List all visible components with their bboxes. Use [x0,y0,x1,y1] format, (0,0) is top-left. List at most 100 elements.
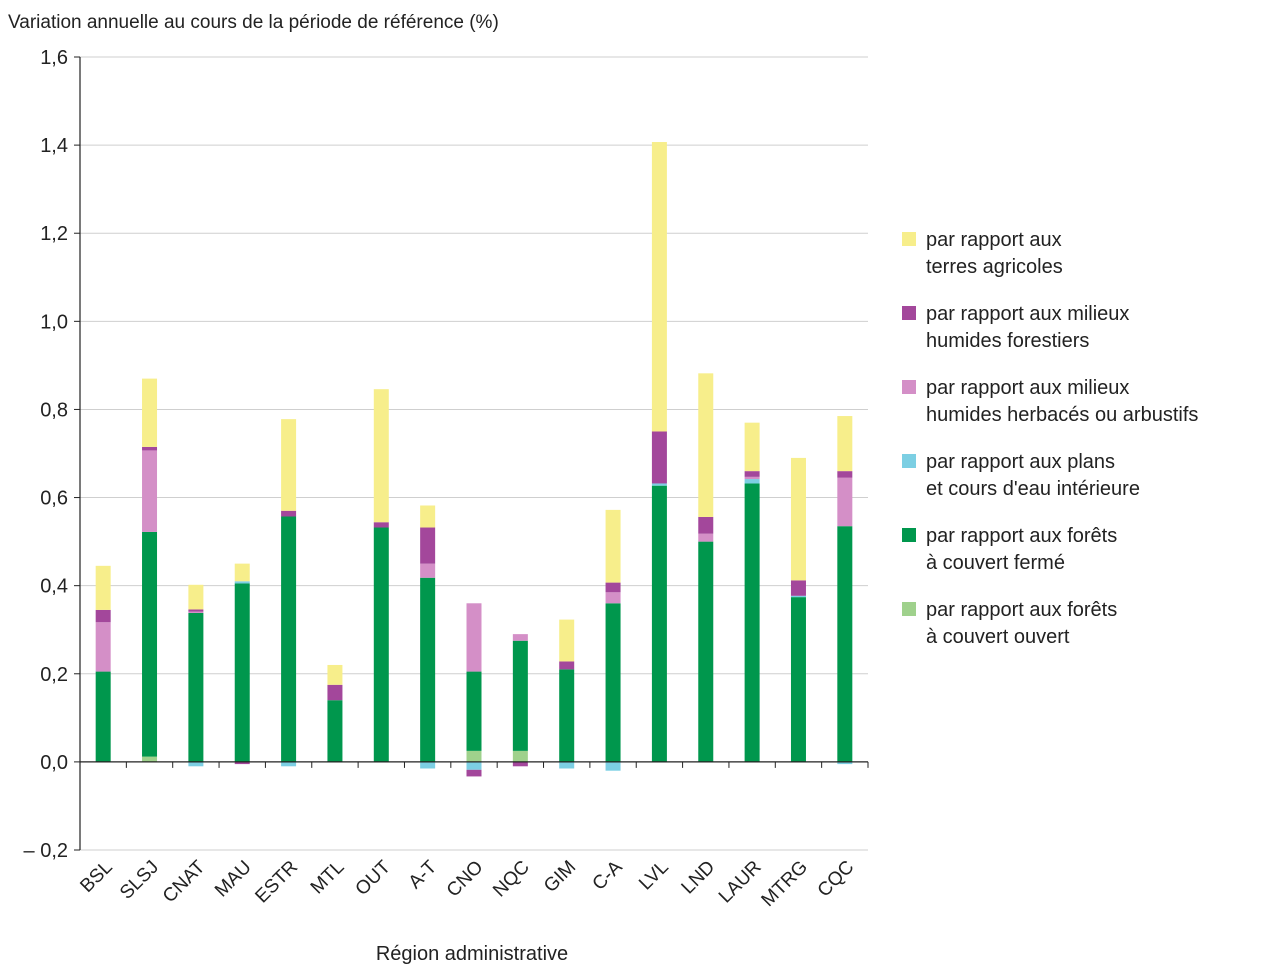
legend-swatch [902,602,916,616]
bar-segment [559,669,575,762]
bar-segment [142,378,158,447]
x-tick-label: LND [678,857,720,899]
bar-segment [281,510,297,517]
legend-label: humides forestiers [926,330,1089,352]
x-tick-label: LAUR [715,857,766,908]
bar-segment [281,761,297,767]
bar-segment [466,603,482,672]
bar-segment [142,531,158,757]
bar-segment [420,563,436,578]
y-tick-label: 0,8 [40,399,68,421]
bar-segment [744,422,760,472]
bar-segment [698,373,714,517]
bar-segment [744,483,760,762]
bar-segment [744,476,760,480]
bar-segment [188,612,204,762]
bar-segment [837,477,853,527]
y-tick-label: 0,6 [40,488,68,510]
bar-segment [512,761,528,767]
bar-segment [327,664,343,685]
bar-segment [837,761,853,765]
bar-segment [281,516,297,762]
bar-segment [234,583,250,762]
grid-layer [80,56,868,851]
legend-swatch [902,232,916,246]
bar-segment [837,526,853,762]
bar-segment [559,761,575,769]
y-tick-label: 0,0 [40,752,68,774]
legend-label: par rapport aux plans [926,451,1115,473]
x-tick-label: ESTR [251,857,302,908]
bar-segment [327,684,343,701]
bar-segment [790,457,806,581]
legend-label: et cours d'eau intérieure [926,478,1140,500]
x-tick-label: MTL [307,857,349,899]
legend-swatch [902,528,916,542]
bar-segment [281,419,297,511]
bar-segment [420,761,436,769]
y-tick-label: 1,0 [40,311,68,333]
bar-segment [512,634,528,641]
bar-segment [420,527,436,564]
bar-segment [698,516,714,534]
x-tick-label: CNO [443,857,488,902]
legend-label: humides herbacés ou arbustifs [926,404,1198,426]
x-tick-label: OUT [352,856,395,899]
x-tick-label: A-T [405,856,442,893]
bar-segment [790,597,806,762]
bar-segment [234,581,250,584]
y-tick-label: 1,6 [40,47,68,69]
bar-segment [95,609,111,623]
legend-label: par rapport aux forêts [926,599,1117,621]
bar-segment [698,541,714,762]
legend-swatch [902,306,916,320]
bar-segment [837,471,853,478]
bar-segment [142,446,158,451]
x-tick-label: GIM [540,857,580,897]
bar-segment [605,603,621,762]
x-tick-label: MTRG [758,857,812,911]
bar-segment [466,769,482,777]
bar-segment [651,431,667,484]
legend-swatch [902,454,916,468]
legend-swatch [902,380,916,394]
bar-segment [188,584,204,610]
x-tick-label: CNAT [159,856,210,907]
bar-segment [373,389,389,523]
legend-label: terres agricoles [926,256,1063,278]
bar-segment [651,485,667,762]
y-tick-label: 0,4 [40,576,68,598]
bar-segment [605,761,621,771]
bar-segment [837,416,853,472]
legend-label: par rapport aux milieux [926,303,1129,325]
bar-segment [605,592,621,604]
legend-label: à couvert fermé [926,552,1065,574]
bar-segment [373,522,389,528]
legend-label: par rapport aux milieux [926,377,1129,399]
bar-segment [466,750,482,762]
y-axis-title: Variation annuelle au cours de la périod… [8,12,499,33]
legend-label: par rapport aux forêts [926,525,1117,547]
x-tick-label: SLSJ [116,857,163,904]
x-tick-label: MAU [211,857,256,902]
bar-segment [790,595,806,598]
bar-segment [744,479,760,484]
bar-segment [651,483,667,486]
bar-segment [234,563,250,582]
x-axis-title: Région administrative [376,943,568,964]
bar-segment [605,509,621,583]
x-tick-label: BSL [76,857,116,897]
bar-segment [327,700,343,762]
bar-segment [559,661,575,670]
bar-segment [651,142,667,432]
bar-segment [188,611,204,613]
x-tick-label: C-A [589,856,627,894]
y-tick-label: 1,2 [40,223,68,245]
bar-segment [698,533,714,542]
y-tick-label: 0,2 [40,664,68,686]
bar-segment [420,505,436,528]
bar-segment [466,761,482,770]
bar-segment [512,750,528,762]
